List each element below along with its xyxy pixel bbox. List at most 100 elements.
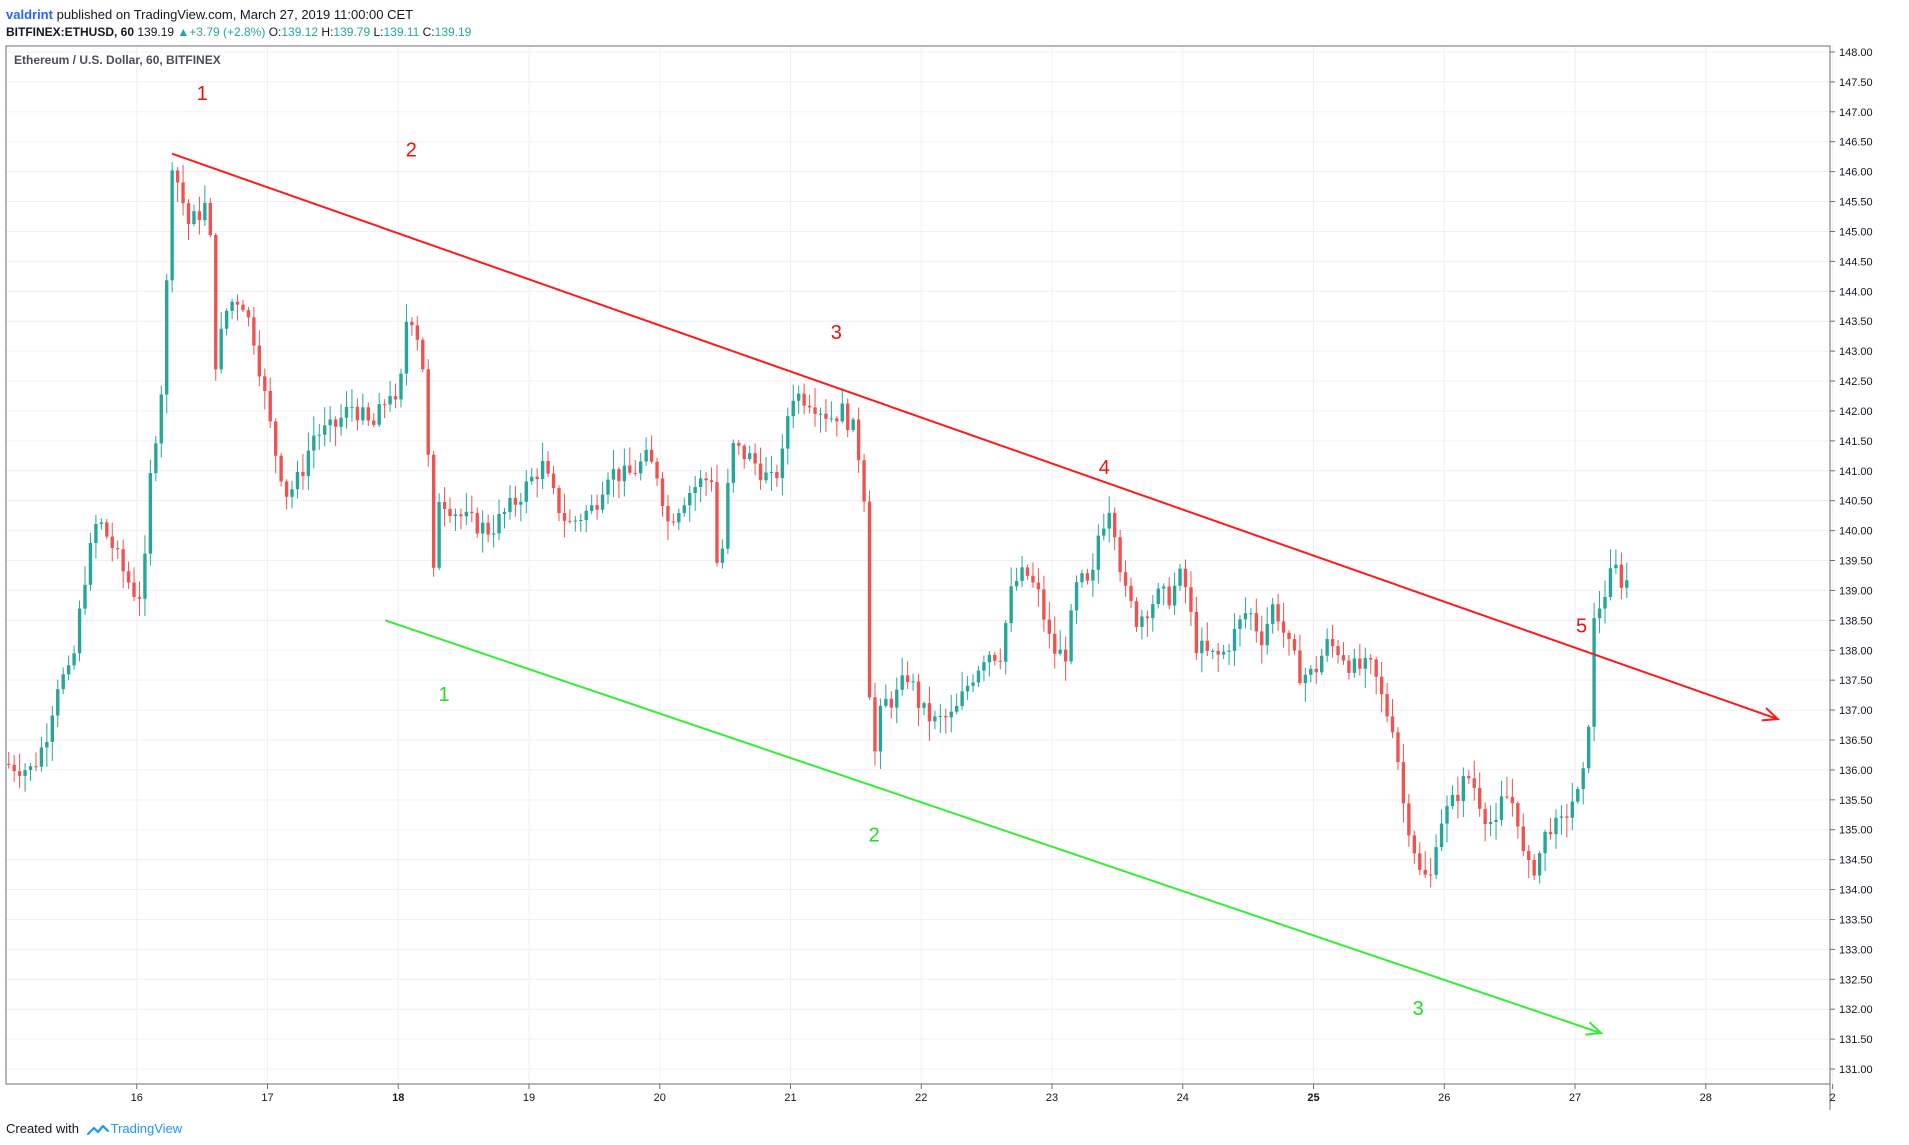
candle: [1042, 575, 1046, 632]
candle: [175, 167, 180, 202]
candle: [780, 434, 785, 496]
candle: [1091, 553, 1095, 597]
candle: [1260, 615, 1264, 664]
candle: [1189, 571, 1193, 627]
candle: [1330, 624, 1335, 658]
candle: [284, 479, 289, 510]
annotations-layer: 1 2 3 4 5 1 2 3: [197, 83, 1588, 1020]
candle: [1472, 760, 1476, 801]
candle: [905, 661, 910, 690]
candle: [1145, 610, 1150, 637]
y-tick-label: 131.00: [1839, 1064, 1873, 1076]
candle: [1047, 601, 1051, 649]
x-tick-label: 16: [131, 1092, 143, 1104]
candle: [1548, 818, 1553, 840]
candle: [159, 385, 163, 458]
y-tick-label: 140.50: [1839, 496, 1873, 508]
candle: [1009, 567, 1013, 633]
y-tick-label: 143.00: [1839, 346, 1873, 358]
y-tick-label: 132.50: [1839, 974, 1873, 986]
x-tick-label: 28: [1700, 1092, 1712, 1104]
candle: [317, 424, 321, 450]
y-tick-label: 139.00: [1839, 585, 1873, 597]
candle: [649, 435, 654, 464]
candle: [666, 494, 670, 541]
candle: [143, 535, 147, 616]
candle: [1020, 556, 1024, 588]
candle: [470, 495, 474, 523]
candle: [328, 406, 332, 443]
candle: [976, 665, 981, 687]
candle: [66, 655, 71, 681]
candle: [1025, 564, 1030, 580]
low-label: L:: [373, 25, 384, 39]
candle: [1221, 644, 1226, 660]
candle: [1107, 496, 1111, 543]
candle: [7, 752, 11, 769]
high-value: 139.79: [333, 25, 371, 39]
candle: [399, 368, 403, 408]
x-axis-ticks: 16 17 18 19 20 21 22 23 24 25 26 27 28 2: [131, 1084, 1836, 1104]
y-tick-label: 144.00: [1839, 286, 1873, 298]
candle: [415, 316, 420, 351]
candle: [203, 185, 207, 227]
x-tick-label: 26: [1438, 1092, 1450, 1104]
tradingview-brand-link[interactable]: TradingView: [110, 1121, 183, 1136]
candle: [224, 308, 229, 336]
candle: [1063, 636, 1068, 681]
x-tick-label: 2: [1830, 1092, 1836, 1104]
candle: [775, 464, 779, 487]
candle: [1608, 549, 1613, 601]
candle: [949, 694, 953, 733]
candle: [987, 651, 992, 677]
candle: [933, 710, 937, 730]
axes-layer: [5, 45, 1831, 1110]
candle: [1478, 772, 1482, 817]
candle: [1401, 744, 1406, 823]
candle: [589, 494, 594, 515]
candle: [1369, 654, 1373, 675]
y-tick-label: 144.50: [1839, 256, 1873, 268]
candle: [453, 508, 458, 531]
candle: [916, 674, 921, 727]
candle: [464, 492, 469, 525]
candle: [1276, 593, 1280, 631]
y-tick-label: 148.00: [1839, 47, 1873, 59]
candle: [1270, 597, 1275, 634]
published-text: published on TradingView.com, March 27, …: [56, 7, 414, 22]
created-with-text: Created with: [6, 1121, 79, 1136]
y-tick-label: 145.50: [1839, 197, 1873, 209]
candle: [1586, 724, 1591, 774]
change-value: +3.79 (+2.8%): [189, 25, 266, 39]
candle: [704, 472, 708, 497]
candle: [758, 447, 763, 490]
candle: [1336, 639, 1340, 664]
candle: [944, 708, 948, 734]
candle: [1058, 630, 1062, 656]
candle: [731, 439, 736, 493]
annotation-support-3: 3: [1413, 998, 1424, 1020]
candle: [693, 475, 697, 511]
candle: [1232, 613, 1237, 666]
candle: [459, 508, 463, 530]
y-tick-label: 135.00: [1839, 825, 1873, 837]
author-link[interactable]: valdrint: [6, 7, 53, 22]
candle: [840, 389, 844, 424]
candle: [1265, 607, 1269, 655]
candle: [268, 377, 272, 428]
annotation-resistance-4: 4: [1099, 457, 1110, 479]
candle: [28, 763, 33, 781]
y-axis-ticks: 131.00 131.50 132.00 132.50 133.00 133.50 134.…: [1830, 47, 1873, 1076]
candle: [1085, 568, 1090, 585]
candle: [1162, 583, 1166, 606]
candle: [1254, 598, 1259, 643]
y-tick-label: 136.50: [1839, 735, 1873, 747]
candle: [1554, 809, 1558, 849]
high-label: H:: [321, 25, 334, 39]
candle: [982, 655, 986, 682]
candle: [1570, 782, 1574, 830]
candle: [148, 459, 153, 566]
candle: [660, 471, 665, 517]
candle: [214, 232, 218, 381]
